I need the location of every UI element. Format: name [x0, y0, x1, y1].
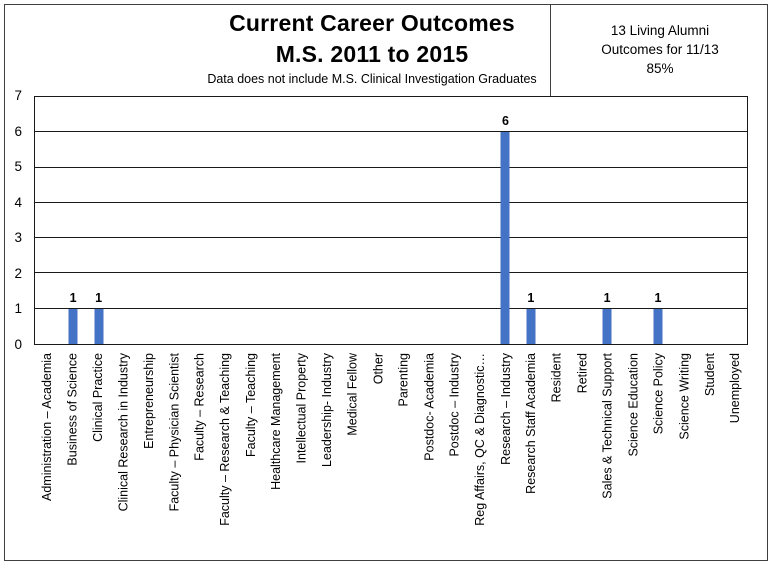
x-tick-label: Unemployed	[728, 353, 743, 424]
x-tick-label: Faculty – Research	[192, 353, 207, 461]
x-category-slot: Research – Industry	[493, 351, 519, 561]
x-category-slot: Medical Fellow	[340, 351, 366, 561]
gridline	[35, 237, 747, 239]
bar	[68, 308, 78, 344]
bar-data-label: 1	[69, 290, 77, 305]
y-tick-label: 2	[14, 265, 22, 281]
gridline	[35, 131, 747, 133]
x-tick-label: Research – Industry	[498, 353, 513, 465]
chart-title-line-2: M.S. 2011 to 2015	[275, 41, 469, 67]
x-category-slot: Administration – Academia	[34, 351, 60, 561]
gridline	[35, 166, 747, 168]
y-axis-tick-labels: 0 1 2 3 4 5 6 7	[0, 88, 26, 352]
x-tick-label: Student	[702, 353, 717, 397]
x-tick-label: Retired	[575, 353, 590, 394]
x-category-slot: Research Staff Academia	[519, 351, 545, 561]
annotation-text-box: 13 Living Alumni Outcomes for 11/13 85%	[552, 21, 768, 78]
x-tick-label: Resident	[549, 353, 564, 403]
x-tick-label: Business of Science	[65, 353, 80, 466]
bar-data-label: 1	[527, 290, 535, 305]
x-category-slot: Science Policy	[646, 351, 672, 561]
x-tick-label: Clinical Research in Industry	[116, 353, 131, 512]
chart-title-line-1: Current Career Outcomes	[229, 10, 515, 36]
x-tick-label: Other	[371, 353, 386, 385]
x-tick-label: Science Education	[626, 353, 641, 457]
x-tick-label: Faculty – Physician Scientist	[167, 353, 182, 512]
x-tick-label: Faculty – Research & Teaching	[218, 353, 233, 526]
x-tick-label: Postdoc- Academia	[422, 353, 437, 461]
gridline	[35, 307, 747, 309]
x-category-slot: Faculty – Research & Teaching	[213, 351, 239, 561]
y-tick-label: 7	[14, 88, 22, 103]
bar	[500, 132, 510, 344]
x-tick-label: Leadership- Industry	[320, 353, 335, 467]
x-category-slot: Parenting	[391, 351, 417, 561]
bar-data-label: 1	[95, 290, 103, 305]
x-tick-label: Administration – Academia	[39, 353, 54, 501]
x-axis-category-labels: Administration – Academia Business of Sci…	[34, 351, 748, 561]
x-category-slot: Entrepreneurship	[136, 351, 162, 561]
y-tick-label: 3	[14, 230, 22, 246]
x-category-slot: Postdoc – Industry	[442, 351, 468, 561]
x-tick-label: Reg Affairs, QC & Diagnostic…	[473, 353, 488, 526]
chart-title-block: Current Career Outcomes M.S. 2011 to 201…	[4, 8, 740, 87]
bar	[526, 308, 536, 344]
x-category-slot: Reg Affairs, QC & Diagnostic…	[468, 351, 494, 561]
y-tick-label: 6	[14, 123, 22, 139]
annotation-line-3: 85%	[646, 61, 674, 76]
x-category-slot: Business of Science	[60, 351, 86, 561]
gridline	[35, 272, 747, 274]
bar	[653, 308, 663, 344]
x-tick-label: Medical Fellow	[345, 353, 360, 436]
x-category-slot: Clinical Research in Industry	[111, 351, 137, 561]
bar-data-label: 1	[603, 290, 611, 305]
bar	[602, 308, 612, 344]
x-tick-label: Clinical Practice	[90, 353, 105, 442]
annotation-line-1: 13 Living Alumni	[610, 23, 710, 38]
x-tick-label: Healthcare Management	[269, 353, 284, 490]
x-category-slot: Resident	[544, 351, 570, 561]
gridline	[35, 201, 747, 203]
x-tick-label: Sales & Technical Support	[600, 353, 615, 499]
chart-border	[4, 4, 768, 561]
x-tick-label: Entrepreneurship	[141, 353, 156, 449]
bar	[94, 308, 104, 344]
x-category-slot: Student	[697, 351, 723, 561]
x-category-slot: Science Education	[621, 351, 647, 561]
x-tick-label: Science Policy	[651, 353, 666, 435]
x-category-slot: Intellectual Property	[289, 351, 315, 561]
x-category-slot: Faculty – Physician Scientist	[162, 351, 188, 561]
bar-data-label: 6	[501, 114, 509, 129]
x-category-slot: Healthcare Management	[264, 351, 290, 561]
x-tick-label: Science Writing	[677, 353, 692, 440]
x-category-slot: Unemployed	[723, 351, 749, 561]
x-category-slot: Other	[366, 351, 392, 561]
y-tick-label: 5	[14, 159, 22, 175]
annotation-divider-line	[550, 5, 551, 96]
x-category-slot: Retired	[570, 351, 596, 561]
x-category-slot: Faculty – Research	[187, 351, 213, 561]
bar-data-label: 1	[654, 290, 662, 305]
x-category-slot: Faculty – Teaching	[238, 351, 264, 561]
x-tick-label: Intellectual Property	[294, 353, 309, 464]
y-tick-label: 1	[14, 301, 22, 317]
x-category-slot: Leadership- Industry	[315, 351, 341, 561]
x-tick-label: Postdoc – Industry	[447, 353, 462, 457]
x-category-slot: Postdoc- Academia	[417, 351, 443, 561]
y-tick-label: 0	[14, 337, 22, 352]
x-tick-label: Research Staff Academia	[524, 353, 539, 494]
chart-subtitle: Data does not include M.S. Clinical Inve…	[207, 72, 537, 86]
y-tick-label: 4	[14, 194, 22, 210]
x-category-slot: Science Writing	[672, 351, 698, 561]
x-category-slot: Sales & Technical Support	[595, 351, 621, 561]
annotation-line-2: Outcomes for 11/13	[601, 42, 719, 57]
x-tick-label: Parenting	[396, 353, 411, 407]
x-category-slot: Clinical Practice	[85, 351, 111, 561]
x-tick-label: Faculty – Teaching	[243, 353, 258, 457]
